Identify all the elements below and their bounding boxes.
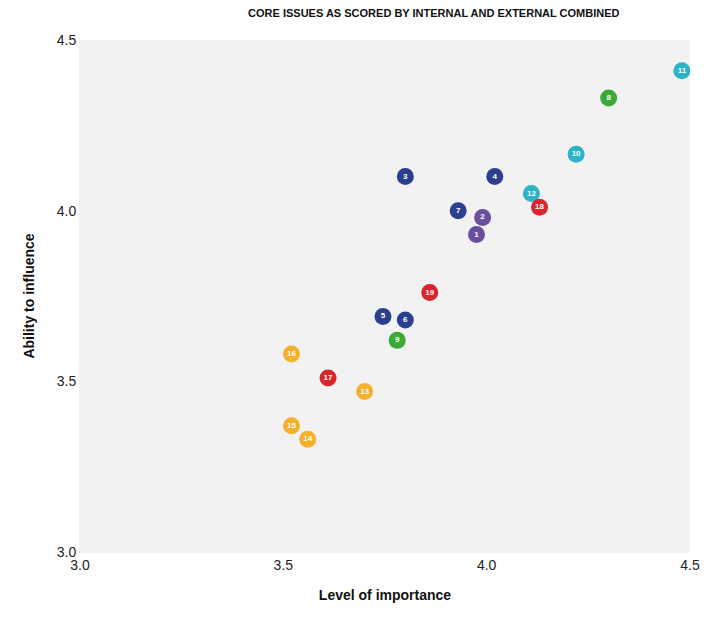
svg-text:3.0: 3.0 (70, 557, 90, 573)
svg-text:6: 6 (403, 315, 408, 324)
svg-text:5: 5 (381, 311, 386, 320)
svg-text:4.0: 4.0 (477, 557, 497, 573)
svg-text:13: 13 (360, 387, 369, 396)
svg-text:3: 3 (403, 172, 408, 181)
svg-text:3.5: 3.5 (274, 557, 294, 573)
svg-text:10: 10 (572, 149, 581, 158)
svg-text:19: 19 (425, 288, 434, 297)
svg-text:3.0: 3.0 (57, 544, 77, 560)
svg-text:3.5: 3.5 (57, 373, 77, 389)
svg-text:17: 17 (324, 373, 333, 382)
svg-text:4.5: 4.5 (57, 32, 77, 48)
svg-text:2: 2 (480, 212, 485, 221)
svg-text:4: 4 (493, 172, 498, 181)
svg-text:12: 12 (527, 189, 536, 198)
svg-text:Ability to influence: Ability to influence (21, 233, 37, 358)
svg-text:8: 8 (606, 93, 611, 102)
svg-text:9: 9 (395, 335, 400, 344)
svg-text:4.5: 4.5 (680, 557, 700, 573)
svg-text:16: 16 (287, 349, 296, 358)
svg-text:1: 1 (474, 230, 479, 239)
svg-text:11: 11 (678, 66, 687, 75)
svg-text:4.0: 4.0 (57, 203, 77, 219)
svg-text:18: 18 (535, 202, 544, 211)
svg-text:14: 14 (303, 434, 312, 443)
svg-text:15: 15 (287, 421, 296, 430)
svg-text:Level of importance: Level of importance (319, 587, 451, 603)
svg-text:CORE ISSUES AS SCORED BY INTER: CORE ISSUES AS SCORED BY INTERNAL AND EX… (248, 7, 619, 19)
svg-text:7: 7 (456, 206, 461, 215)
